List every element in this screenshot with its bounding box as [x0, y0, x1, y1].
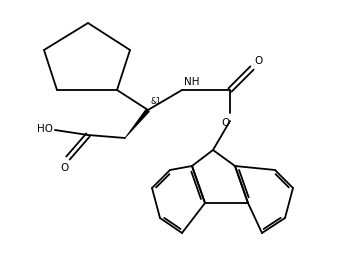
Polygon shape	[125, 108, 150, 138]
Text: O: O	[60, 163, 68, 173]
Text: &1: &1	[150, 97, 161, 106]
Text: NH: NH	[184, 77, 200, 87]
Text: O: O	[221, 118, 229, 128]
Text: O: O	[254, 56, 262, 66]
Text: HO: HO	[37, 124, 53, 134]
